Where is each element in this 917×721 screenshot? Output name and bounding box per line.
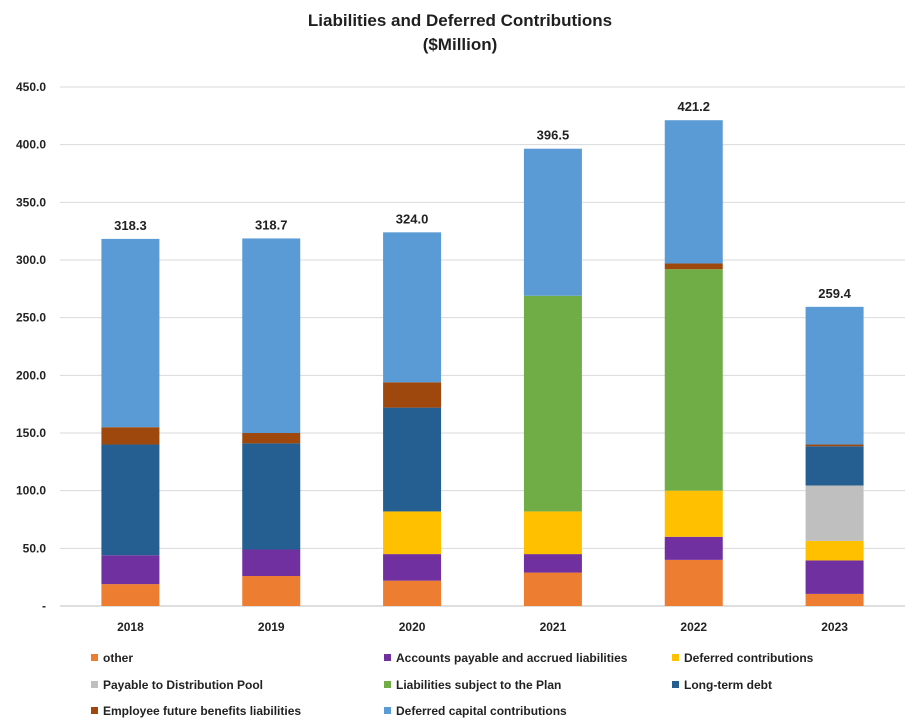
- bar-segment: [383, 580, 442, 606]
- legend-swatch: [672, 681, 679, 688]
- bar-segment: [664, 490, 723, 537]
- bar-segment: [242, 433, 301, 444]
- bar-segment: [383, 382, 442, 408]
- y-tick-label: 50.0: [23, 541, 47, 555]
- y-tick-label: -: [42, 599, 46, 613]
- legend-swatch: [672, 654, 679, 661]
- bar-segment: [805, 485, 864, 541]
- total-data-label: 421.2: [677, 99, 710, 114]
- bar-segment: [664, 536, 723, 560]
- bar-segment: [805, 444, 864, 447]
- legend-swatch: [91, 681, 98, 688]
- bar-segment: [805, 540, 864, 561]
- chart-subtitle: ($Million): [423, 35, 498, 54]
- bar-segment: [664, 120, 723, 264]
- bar-segment: [242, 238, 301, 433]
- bar-segment: [805, 446, 864, 486]
- bar-segment: [523, 511, 582, 555]
- bar-segment: [383, 511, 442, 555]
- total-data-label: 318.3: [114, 218, 147, 233]
- legend-label: Deferred contributions: [684, 651, 814, 665]
- bar-segment: [101, 238, 160, 428]
- legend-label: Payable to Distribution Pool: [103, 678, 263, 692]
- bar-segment: [242, 549, 301, 577]
- x-tick-label: 2019: [258, 620, 285, 634]
- legend-swatch: [384, 654, 391, 661]
- y-tick-label: 150.0: [16, 426, 46, 440]
- total-data-label: 396.5: [537, 128, 570, 143]
- total-data-label: 318.7: [255, 217, 288, 232]
- total-data-label: 259.4: [818, 286, 851, 301]
- y-tick-label: 200.0: [16, 368, 46, 382]
- legend-label: Accounts payable and accrued liabilities: [396, 651, 628, 665]
- legend-label: other: [103, 651, 133, 665]
- x-tick-label: 2022: [680, 620, 707, 634]
- bars: [101, 120, 864, 606]
- legend-swatch: [384, 707, 391, 714]
- bar-segment: [523, 148, 582, 296]
- legend-swatch: [384, 681, 391, 688]
- legend-label: Employee future benefits liabilities: [103, 704, 301, 718]
- y-tick-label: 250.0: [16, 311, 46, 325]
- legend-swatch: [91, 654, 98, 661]
- bar-segment: [101, 427, 160, 445]
- bar-segment: [805, 306, 864, 445]
- y-tick-label: 300.0: [16, 253, 46, 267]
- bar-segment: [805, 593, 864, 606]
- legend: other Accounts payable and accrued liabil…: [91, 651, 814, 718]
- x-tick-label: 2020: [399, 620, 426, 634]
- y-axis: - 50.0 100.0 150.0 200.0 250.0 300.0 350.0 400.0…: [16, 80, 46, 613]
- y-tick-label: 450.0: [16, 80, 46, 94]
- legend-swatch: [91, 707, 98, 714]
- bar-segment: [383, 554, 442, 581]
- y-tick-label: 100.0: [16, 484, 46, 498]
- bar-segment: [664, 269, 723, 491]
- bar-segment: [101, 584, 160, 606]
- bar-segment: [523, 295, 582, 512]
- bar-segment: [664, 559, 723, 606]
- bar-segment: [101, 444, 160, 556]
- gridlines: [60, 86, 905, 607]
- bar-segment: [242, 443, 301, 550]
- legend-label: Deferred capital contributions: [396, 704, 567, 718]
- x-tick-label: 2021: [540, 620, 567, 634]
- legend-label: Long-term debt: [684, 678, 772, 692]
- chart-title: Liabilities and Deferred Contributions: [308, 11, 612, 30]
- bar-segment: [664, 263, 723, 270]
- x-axis: 2018 2019 2020 2021 2022 2023: [117, 620, 848, 634]
- bar-totals: 318.3 318.7 324.0 396.5 421.2 259.4: [114, 99, 851, 301]
- y-tick-label: 350.0: [16, 195, 46, 209]
- total-data-label: 324.0: [396, 211, 429, 226]
- bar-segment: [523, 554, 582, 573]
- legend-label: Liabilities subject to the Plan: [396, 678, 561, 692]
- x-tick-label: 2023: [821, 620, 848, 634]
- y-tick-label: 400.0: [16, 138, 46, 152]
- bar-segment: [383, 232, 442, 383]
- bar-segment: [101, 555, 160, 585]
- x-tick-label: 2018: [117, 620, 144, 634]
- bar-segment: [523, 572, 582, 606]
- bar-segment: [242, 576, 301, 606]
- bar-segment: [383, 407, 442, 512]
- bar-segment: [805, 560, 864, 594]
